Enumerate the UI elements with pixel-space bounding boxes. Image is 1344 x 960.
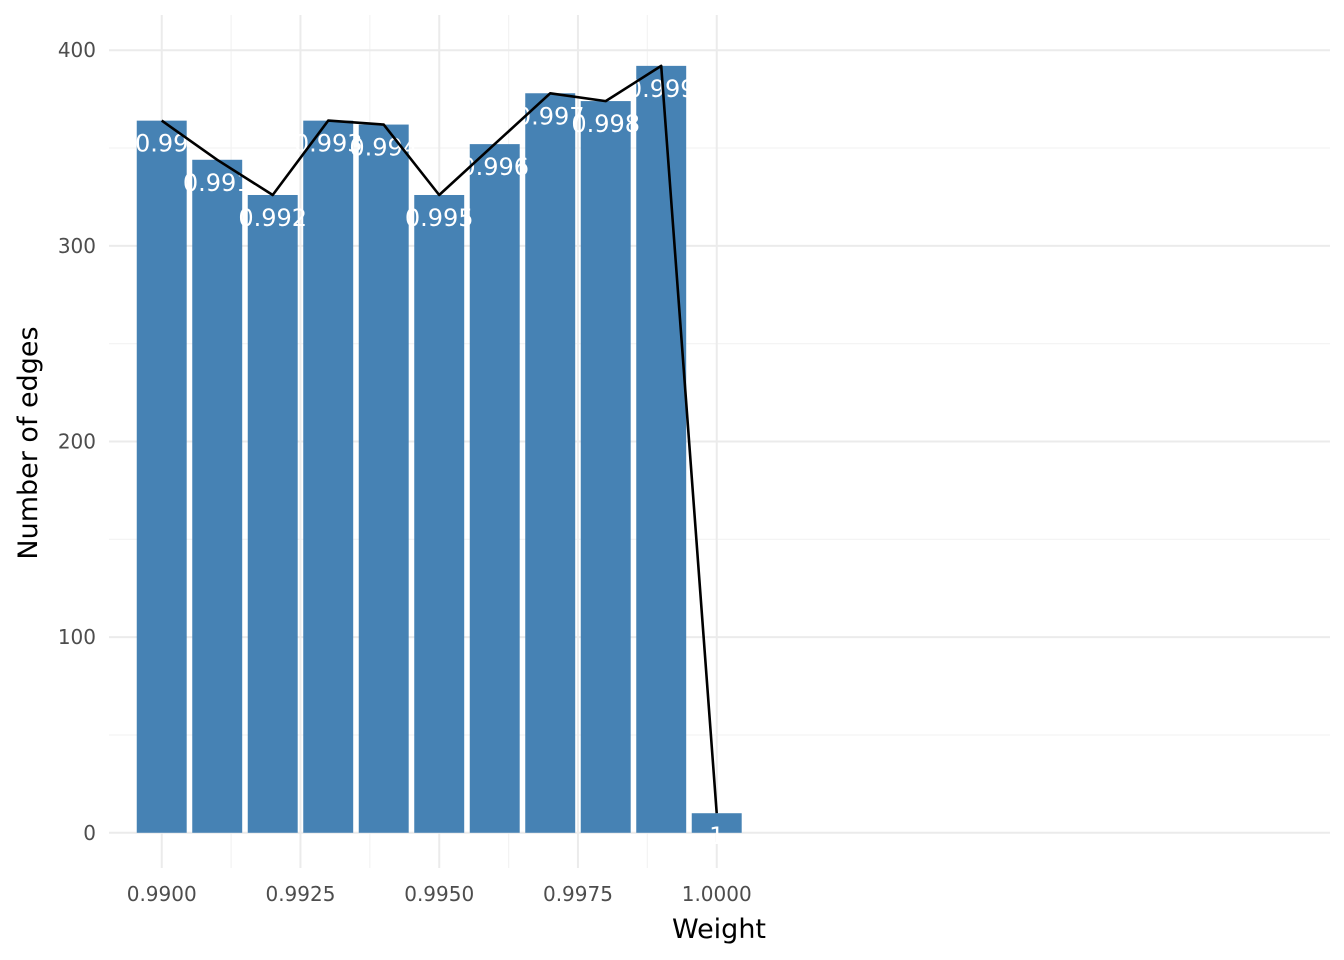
bar-value-label: 0.991 xyxy=(183,169,252,197)
y-axis-title: Number of edges xyxy=(13,326,44,559)
x-tick-label: 0.9975 xyxy=(543,882,613,906)
bar-value-label: 1 xyxy=(709,822,724,850)
bar xyxy=(580,101,631,833)
bar xyxy=(136,120,187,833)
bar xyxy=(414,194,465,833)
x-tick-label: 0.9925 xyxy=(265,882,335,906)
bar xyxy=(525,93,576,833)
x-tick-label: 1.0000 xyxy=(682,882,752,906)
bar xyxy=(192,159,243,833)
trend-line xyxy=(160,64,718,814)
y-tick-label: 100 xyxy=(58,625,96,649)
x-axis-ticks: 0.9900 0.9925 0.9950 0.9975 1.0000 xyxy=(127,882,752,906)
bar xyxy=(303,120,354,833)
bar xyxy=(247,194,298,833)
bar-value-label: 0.992 xyxy=(238,204,307,232)
trend-line-layer xyxy=(160,64,718,814)
bar-value-label: 0.997 xyxy=(516,102,585,130)
bar xyxy=(691,813,742,833)
bar-value-label: 0.998 xyxy=(571,110,640,138)
bar-value-label: 0.994 xyxy=(349,134,418,162)
x-tick-label: 0.9950 xyxy=(404,882,474,906)
y-tick-label: 400 xyxy=(58,38,96,62)
x-axis-title: Weight xyxy=(672,914,766,945)
bar xyxy=(469,144,520,833)
y-tick-label: 0 xyxy=(83,821,96,845)
y-axis-ticks: 0 100 200 300 400 xyxy=(58,38,96,845)
bar xyxy=(636,65,687,833)
y-tick-label: 300 xyxy=(58,234,96,258)
bar-value-label: 0.995 xyxy=(405,204,474,232)
bar-value-label: 0.996 xyxy=(460,153,529,181)
bars xyxy=(136,65,742,833)
y-tick-label: 200 xyxy=(58,430,96,454)
bar xyxy=(358,124,409,833)
x-tick-label: 0.9900 xyxy=(127,882,197,906)
